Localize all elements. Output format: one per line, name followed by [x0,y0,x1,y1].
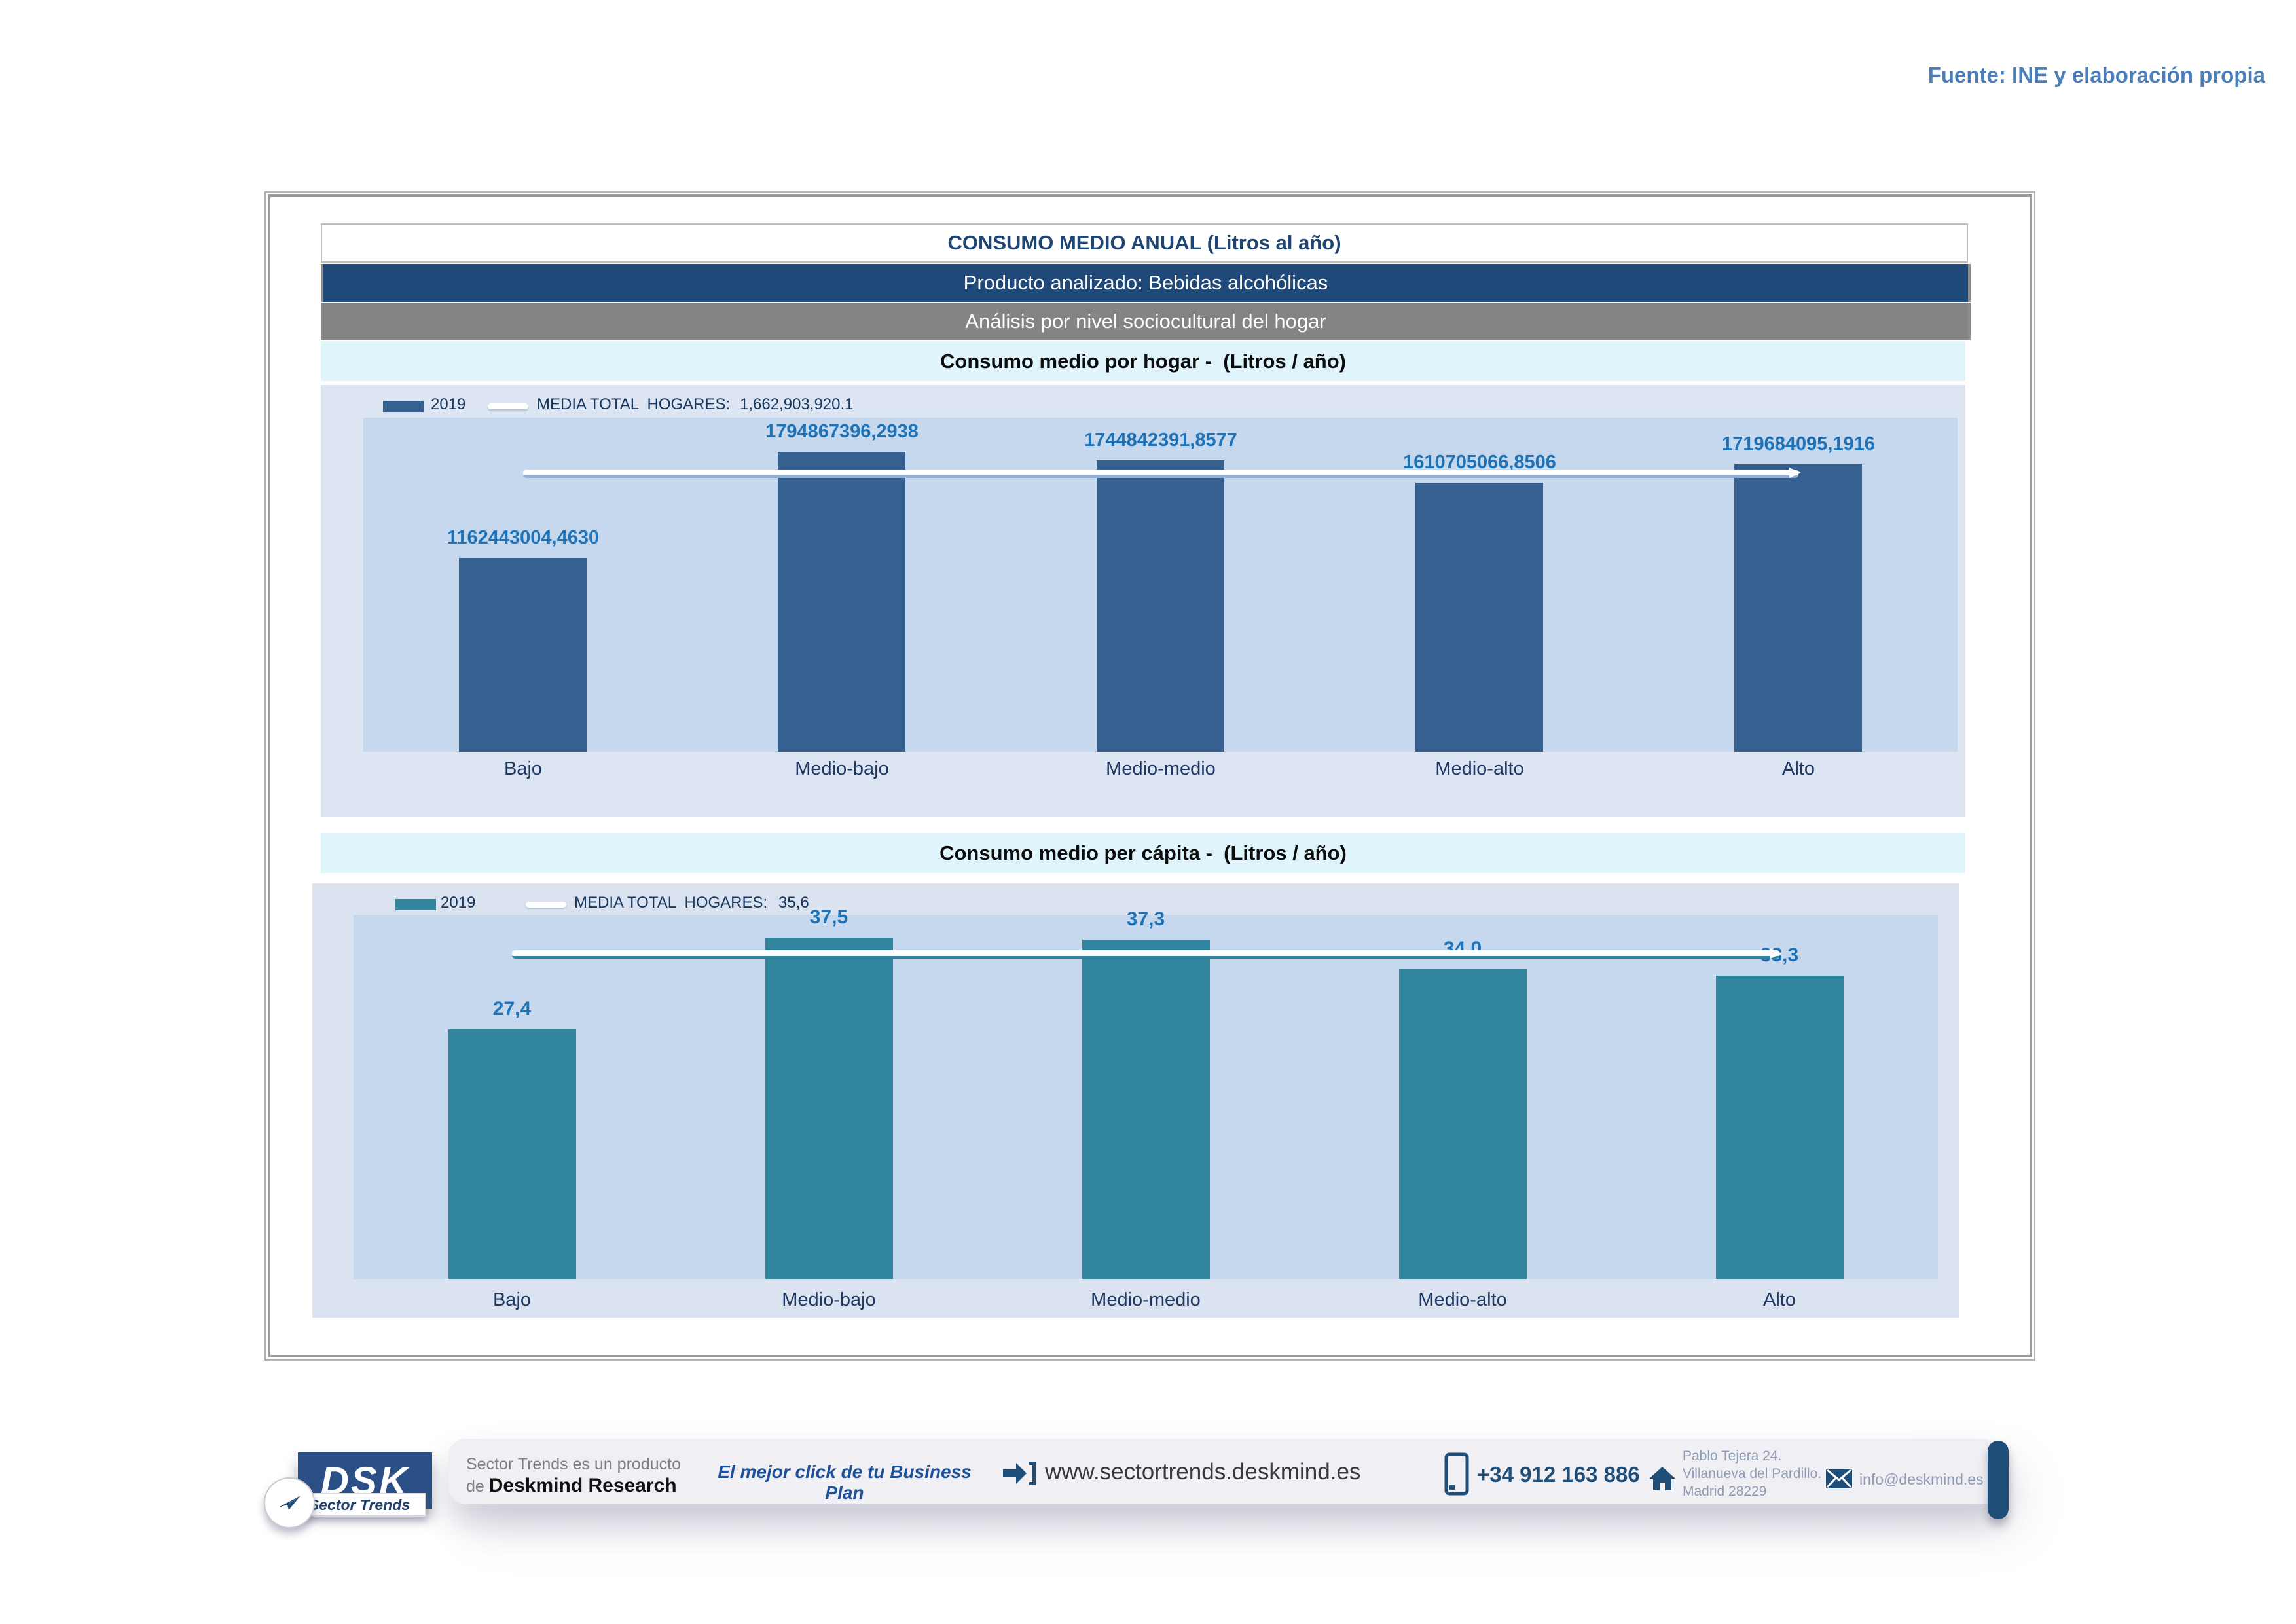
footer-product-line: Sector Trends es un producto [466,1455,681,1473]
bar-Medio-medio [1082,940,1210,1279]
chart1-section-title: Consumo medio por hogar - (Litros / año) [321,341,1965,381]
bar-Alto [1734,464,1862,752]
legend-media-label: MEDIA TOTAL HOGARES: [537,396,731,413]
source-note: Fuente: INE y elaboración propia [1927,63,2265,87]
category-label-Medio-alto: Medio-alto [1418,1289,1507,1310]
smartphone-icon [1444,1452,1470,1499]
media-total-line [523,468,1801,478]
bar-Medio-alto [1415,483,1543,752]
category-label-Medio-bajo: Medio-bajo [782,1289,876,1310]
footer-address: Pablo Tejera 24. Villanueva del Pardillo… [1683,1447,1821,1500]
legend-media-line-swatch [488,403,528,409]
bar-value-label: 37,3 [1126,908,1165,930]
footer-phone: +34 912 163 886 [1477,1462,1640,1486]
category-label-Medio-medio: Medio-medio [1106,758,1216,779]
legend-media-value: 1,662,903,920.1 [740,396,854,413]
legend-series-label: 2019 [431,396,466,413]
category-axis: Bajo Medio-bajo Medio-medio Medio-alto Alto [354,1289,1938,1321]
envelope-icon [1825,1468,1853,1492]
category-label-Bajo: Bajo [503,758,543,779]
analysis-subtitle: Análisis por nivel sociocultural del hog… [321,303,1971,340]
category-label-Medio-bajo: Medio-bajo [795,758,889,779]
home-icon [1649,1466,1676,1495]
bar-value-label: 1162443004,4630 [446,527,600,548]
footer-company-prefix: de [466,1477,489,1496]
paper-plane-icon [264,1477,315,1528]
legend-series-label: 2019 [441,894,476,912]
bar-value-label: 1719684095,1916 [1722,434,1875,454]
bar-value-label: 1744842391,8577 [1084,430,1237,451]
footer-bar [448,1439,1998,1504]
chart2-section-title: Consumo medio per cápita - (Litros / año… [321,833,1965,873]
media-line-tip [1789,468,1801,478]
dsk-logo-tagline: Sector Trends [293,1493,426,1517]
footer-company-name: Deskmind Research [488,1475,677,1496]
bar-Bajo [459,558,587,752]
category-axis: Bajo Medio-bajo Medio-medio Medio-alto Alto [363,758,1958,798]
bar-Alto [1716,976,1844,1279]
media-total-line [512,948,1782,959]
category-label-Alto: Alto [1782,758,1815,779]
legend-media-label: MEDIA TOTAL HOGARES: [574,894,768,912]
bar-Medio-bajo [778,452,905,752]
report-frame [264,191,2035,1361]
chart-hogar: 2019 MEDIA TOTAL HOGARES: 1,662,903,920.… [321,385,1965,817]
category-label-Medio-medio: Medio-medio [1091,1289,1201,1310]
chart-per-capita: 2019 MEDIA TOTAL HOGARES: 35,6 27,4 37,5 3… [312,883,1959,1318]
legend-series-swatch [383,401,424,412]
category-label-Alto: Alto [1763,1289,1796,1310]
legend-media-line-swatch [526,902,566,908]
bar-value-label: 37,5 [809,906,848,928]
bar-Medio-alto [1399,969,1527,1279]
plot-area: 1162443004,4630 1794867396,2938 1744842391… [363,418,1958,752]
category-label-Medio-alto: Medio-alto [1435,758,1524,779]
bar-Bajo [448,1029,576,1279]
bar-Medio-bajo [765,938,893,1279]
bar-value-label: 27,4 [492,998,532,1020]
footer-website: www.sectortrends.deskmind.es [1045,1459,1361,1485]
report-title: CONSUMO MEDIO ANUAL (Litros al año) [321,223,1968,263]
address-line: Villanueva del Pardillo. [1683,1466,1822,1481]
bar-value-label: 1794867396,2938 [765,421,919,442]
footer-slogan: El mejor click de tu Business Plan [718,1462,972,1503]
arrow-right-bracket-icon [1002,1458,1038,1492]
address-line: Madrid 28229 [1683,1484,1767,1499]
footer-company-line: de Deskmind Research [466,1475,677,1497]
address-line: Pablo Tejera 24. [1683,1449,1782,1464]
footer-accent-pill [1988,1441,2009,1519]
bar-Medio-medio [1097,460,1224,752]
bar-value-label: 1610705066,8506 [1403,452,1556,473]
plot-area: 27,437,537,334,033,3 [354,906,1938,1279]
category-label-Bajo: Bajo [492,1289,532,1310]
legend-series-swatch [395,899,436,910]
product-subtitle: Producto analizado: Bebidas alcohólicas [321,264,1971,302]
footer-email: info@deskmind.es [1859,1471,1984,1488]
media-line-tip [1770,948,1782,959]
legend-media-value: 35,6 [778,894,809,912]
